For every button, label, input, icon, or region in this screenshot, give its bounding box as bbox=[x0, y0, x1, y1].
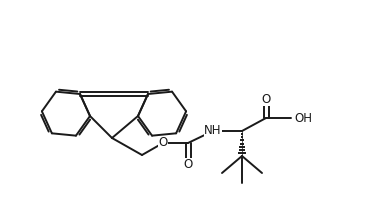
Text: O: O bbox=[184, 159, 193, 172]
Text: O: O bbox=[261, 93, 271, 106]
Text: OH: OH bbox=[294, 112, 312, 125]
Text: NH: NH bbox=[204, 125, 222, 138]
Text: O: O bbox=[158, 136, 168, 149]
